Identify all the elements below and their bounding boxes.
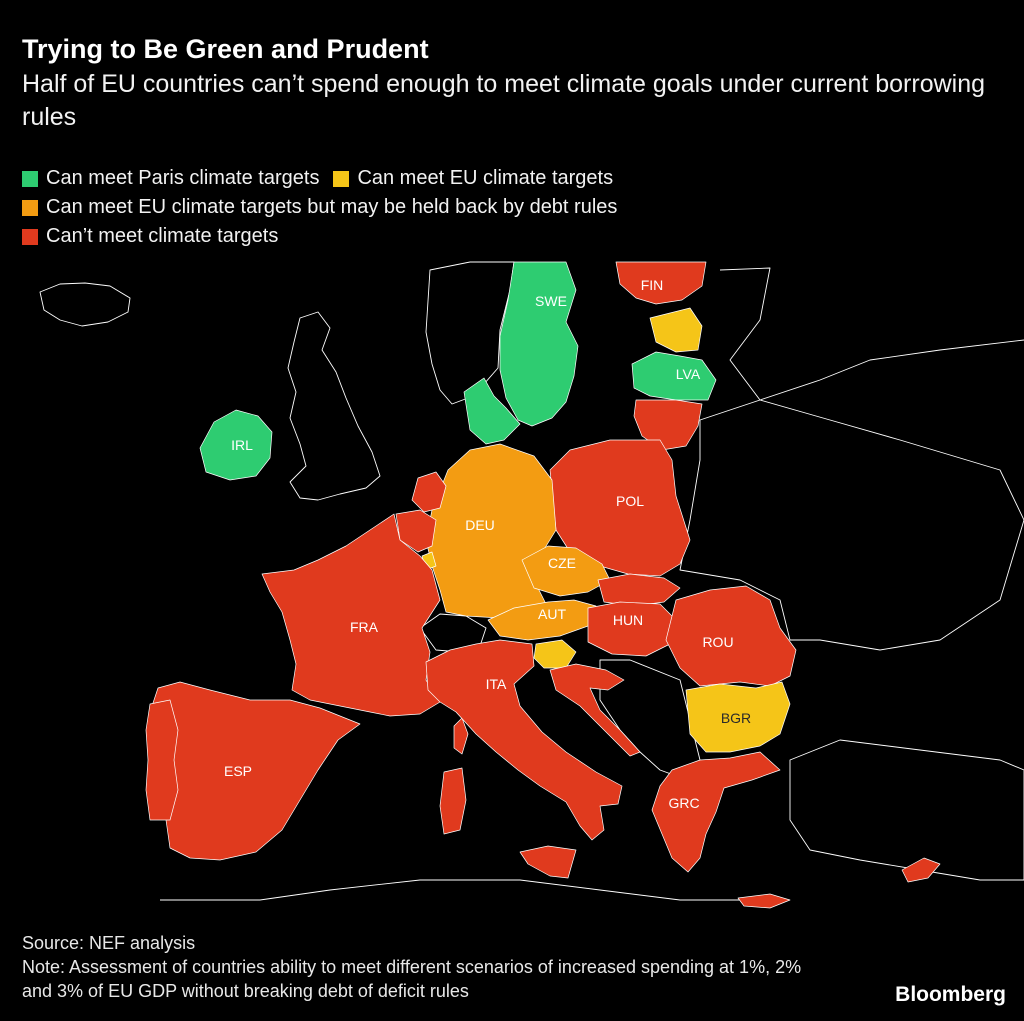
country-cyp[interactable] [901, 857, 941, 883]
country-hun[interactable] [587, 601, 677, 657]
legend-swatch-eu-debt [22, 199, 38, 216]
label-ita: ITA [486, 676, 507, 692]
country-nld[interactable] [411, 471, 447, 513]
country-irl[interactable] [199, 409, 273, 481]
iceland-outline [39, 282, 131, 327]
country-esp[interactable] [151, 681, 361, 861]
label-fin: FIN [641, 277, 664, 293]
legend-swatch-cant [22, 228, 38, 245]
legend-item-cant: Can’t meet climate targets [22, 225, 278, 248]
label-swe: SWE [535, 293, 567, 309]
country-grc[interactable] [651, 751, 781, 873]
country-dnk[interactable] [463, 377, 521, 445]
country-fra-corsica[interactable] [453, 717, 469, 755]
country-ltu[interactable] [633, 399, 703, 451]
label-fra: FRA [350, 619, 379, 635]
label-pol: POL [616, 493, 644, 509]
uk-outline [287, 311, 381, 501]
country-fra[interactable] [261, 513, 441, 717]
footnote: Note: Assessment of countries ability to… [22, 957, 802, 1001]
country-ita-sicily[interactable] [519, 845, 577, 879]
country-swe[interactable] [499, 261, 579, 427]
legend-swatch-eu [333, 170, 350, 187]
legend-item-paris: Can meet Paris climate targets [22, 167, 319, 190]
bloomberg-logo: Bloomberg [895, 983, 1006, 1006]
country-svk[interactable] [597, 573, 681, 607]
label-cze: CZE [548, 555, 576, 571]
label-deu: DEU [465, 517, 495, 533]
chart-title: Trying to Be Green and Prudent [22, 34, 429, 64]
legend-swatch-paris [22, 170, 38, 187]
source-note: Source: NEF analysis [22, 933, 196, 953]
label-lva: LVA [676, 366, 701, 382]
label-aut: AUT [538, 606, 566, 622]
country-ita-sardinia[interactable] [439, 767, 467, 835]
switzerland-outline [419, 613, 487, 653]
label-esp: ESP [224, 763, 252, 779]
label-rou: ROU [702, 634, 733, 650]
country-est[interactable] [649, 307, 703, 353]
legend: Can meet Paris climate targets Can meet … [22, 164, 631, 251]
legend-label-cant: Can’t meet climate targets [46, 225, 279, 247]
russia-outline [719, 267, 1024, 401]
eu-countries [145, 261, 941, 909]
europe-map: SWE FIN LVA IRL DEU POL CZE AUT HUN FRA … [39, 261, 1024, 909]
country-fin[interactable] [615, 261, 707, 305]
africa-outline [160, 879, 760, 901]
legend-label-eu: Can meet EU climate targets [357, 167, 614, 189]
country-lva[interactable] [631, 351, 717, 401]
legend-label-paris: Can meet Paris climate targets [46, 167, 320, 189]
country-bgr[interactable] [685, 681, 791, 753]
chart-subtitle: Half of EU countries can’t spend enough … [22, 70, 986, 131]
label-bgr: BGR [721, 710, 751, 726]
legend-label-eu-debt: Can meet EU climate targets but may be h… [46, 196, 618, 218]
legend-item-eu-debt: Can meet EU climate targets but may be h… [22, 196, 617, 219]
country-hrv[interactable] [549, 663, 641, 757]
label-hun: HUN [613, 612, 643, 628]
legend-item-eu: Can meet EU climate targets [333, 167, 613, 190]
label-irl: IRL [231, 437, 253, 453]
country-ita[interactable] [425, 639, 623, 841]
turkey-outline [789, 739, 1024, 881]
country-rou[interactable] [665, 585, 797, 687]
country-prt[interactable] [145, 699, 179, 821]
country-labels: SWE FIN LVA IRL DEU POL CZE AUT HUN FRA … [224, 277, 751, 811]
label-grc: GRC [668, 795, 699, 811]
country-grc-crete[interactable] [737, 893, 791, 909]
country-svn[interactable] [533, 639, 577, 669]
